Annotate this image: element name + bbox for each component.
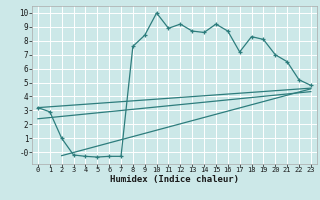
X-axis label: Humidex (Indice chaleur): Humidex (Indice chaleur) — [110, 175, 239, 184]
